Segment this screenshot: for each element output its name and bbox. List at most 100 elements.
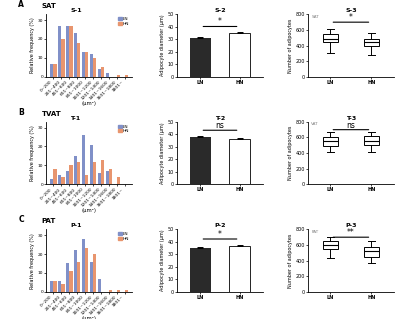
Bar bbox=[93, 58, 96, 77]
Bar bbox=[90, 145, 93, 184]
Bar bbox=[61, 284, 64, 292]
Bar bbox=[69, 26, 72, 77]
Bar bbox=[229, 246, 250, 292]
PathPatch shape bbox=[364, 247, 379, 257]
Y-axis label: Number of adipocytes: Number of adipocytes bbox=[288, 126, 293, 180]
PathPatch shape bbox=[364, 39, 379, 46]
PathPatch shape bbox=[364, 136, 379, 145]
Bar bbox=[61, 39, 64, 77]
Bar bbox=[117, 177, 120, 184]
Text: *: * bbox=[218, 18, 222, 26]
Bar bbox=[109, 290, 112, 292]
Bar bbox=[74, 156, 77, 184]
Y-axis label: Adipocyte diameter (μm): Adipocyte diameter (μm) bbox=[160, 230, 165, 292]
Text: *: * bbox=[349, 13, 353, 22]
Bar bbox=[106, 73, 109, 77]
X-axis label: (μm²): (μm²) bbox=[82, 208, 96, 213]
Bar bbox=[82, 239, 85, 292]
PathPatch shape bbox=[323, 137, 338, 146]
Bar bbox=[109, 169, 112, 184]
Bar bbox=[53, 280, 57, 292]
Y-axis label: Number of adipocytes: Number of adipocytes bbox=[288, 19, 293, 73]
Text: S-1: S-1 bbox=[70, 8, 82, 13]
X-axis label: (μm²): (μm²) bbox=[82, 100, 96, 106]
Bar bbox=[77, 43, 80, 77]
Bar bbox=[125, 75, 128, 77]
Text: SAT: SAT bbox=[311, 15, 319, 19]
Bar bbox=[77, 162, 80, 184]
Bar bbox=[50, 280, 53, 292]
Bar bbox=[74, 250, 77, 292]
Text: SAT: SAT bbox=[42, 4, 56, 9]
Bar bbox=[90, 54, 93, 77]
Bar bbox=[66, 263, 69, 292]
Text: B: B bbox=[18, 108, 24, 117]
Text: TVAT: TVAT bbox=[42, 111, 62, 117]
Bar bbox=[101, 67, 104, 77]
Y-axis label: Relative frequency (%): Relative frequency (%) bbox=[30, 125, 35, 181]
PathPatch shape bbox=[323, 34, 338, 42]
Bar bbox=[61, 177, 64, 184]
Bar bbox=[82, 52, 85, 77]
Bar bbox=[106, 171, 109, 184]
Y-axis label: Adipocyte diameter (μm): Adipocyte diameter (μm) bbox=[160, 122, 165, 184]
Bar bbox=[85, 175, 88, 184]
Title: S-3: S-3 bbox=[345, 8, 357, 13]
Text: A: A bbox=[18, 0, 24, 9]
Text: PAT: PAT bbox=[311, 230, 318, 234]
Bar bbox=[125, 290, 128, 292]
Bar bbox=[77, 262, 80, 292]
Bar bbox=[58, 280, 61, 292]
Y-axis label: Adipocyte diameter (μm): Adipocyte diameter (μm) bbox=[160, 15, 165, 77]
Bar bbox=[82, 135, 85, 184]
Text: P-1: P-1 bbox=[70, 223, 82, 228]
Y-axis label: Number of adipocytes: Number of adipocytes bbox=[288, 234, 293, 288]
Title: P-2: P-2 bbox=[214, 223, 226, 228]
Bar bbox=[66, 171, 69, 184]
Title: P-3: P-3 bbox=[345, 223, 357, 228]
Text: ns: ns bbox=[216, 121, 224, 130]
Bar bbox=[98, 173, 101, 184]
Bar bbox=[229, 33, 250, 77]
Bar bbox=[58, 175, 61, 184]
PathPatch shape bbox=[323, 241, 338, 249]
Y-axis label: Relative frequency (%): Relative frequency (%) bbox=[30, 233, 35, 288]
Title: T-3: T-3 bbox=[346, 116, 356, 121]
Bar bbox=[90, 262, 93, 292]
Bar bbox=[69, 271, 72, 292]
Bar bbox=[190, 137, 211, 184]
Bar bbox=[117, 75, 120, 77]
Bar bbox=[50, 179, 53, 184]
Bar bbox=[190, 38, 211, 77]
Bar bbox=[85, 248, 88, 292]
Legend: LN, HN: LN, HN bbox=[118, 124, 130, 134]
Bar bbox=[98, 278, 101, 292]
Text: *: * bbox=[218, 230, 222, 239]
Bar bbox=[93, 254, 96, 292]
Bar bbox=[50, 63, 53, 77]
Text: C: C bbox=[18, 215, 24, 224]
Bar bbox=[58, 26, 61, 77]
Bar bbox=[53, 169, 57, 184]
Bar bbox=[66, 26, 69, 77]
Y-axis label: Relative frequency (%): Relative frequency (%) bbox=[30, 18, 35, 73]
Title: S-2: S-2 bbox=[214, 8, 226, 13]
Bar bbox=[93, 162, 96, 184]
Text: T-1: T-1 bbox=[70, 116, 80, 121]
Legend: LN, HN: LN, HN bbox=[118, 232, 130, 241]
Bar bbox=[74, 33, 77, 77]
Bar bbox=[69, 166, 72, 184]
Text: ns: ns bbox=[346, 121, 355, 130]
Title: T-2: T-2 bbox=[215, 116, 225, 121]
Text: PAT: PAT bbox=[42, 219, 56, 224]
X-axis label: (μm²): (μm²) bbox=[82, 315, 96, 319]
Bar bbox=[229, 139, 250, 184]
Bar bbox=[190, 248, 211, 292]
Bar bbox=[53, 63, 57, 77]
Bar bbox=[117, 290, 120, 292]
Legend: LN, HN: LN, HN bbox=[118, 17, 130, 26]
Text: VAT: VAT bbox=[311, 122, 319, 127]
Bar bbox=[85, 52, 88, 77]
Bar bbox=[98, 69, 101, 77]
Text: **: ** bbox=[347, 228, 355, 237]
